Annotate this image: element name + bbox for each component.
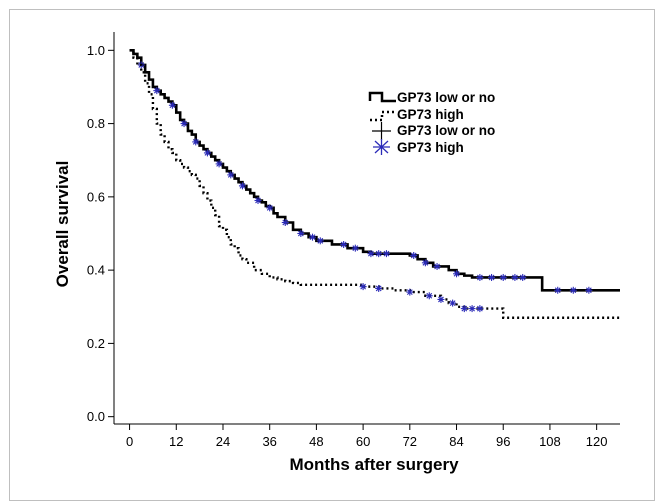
censor-mark	[227, 171, 235, 179]
censor-mark	[554, 286, 562, 294]
x-tick-label: 36	[262, 434, 276, 449]
censor-mark	[433, 262, 441, 270]
censor-mark	[569, 286, 577, 294]
y-tick-label: 0.6	[87, 189, 105, 204]
censor-mark	[297, 229, 305, 237]
x-tick-label: 60	[356, 434, 370, 449]
censor-mark	[453, 270, 461, 278]
chart-frame	[9, 9, 655, 501]
censor-mark	[375, 284, 383, 292]
axes: 0.0 0.2 0.4 0.6 0.8 1.0 0 12 24 36 48 60 72 84 96 108 1…	[87, 32, 620, 449]
y-tick-label: 0.2	[87, 336, 105, 351]
censor-mark	[153, 87, 161, 95]
legend-item-high-line: GP73 high	[370, 107, 464, 122]
censor-mark	[488, 273, 496, 281]
x-ticks: 0 12 24 36 48 60 72 84 96 108 120	[126, 424, 608, 449]
censor-mark	[585, 286, 593, 294]
legend-label: GP73 high	[397, 107, 464, 122]
censor-mark	[359, 283, 367, 291]
censor-mark	[476, 273, 484, 281]
x-tick-label: 120	[586, 434, 608, 449]
censor-mark	[425, 292, 433, 300]
censor-mark	[421, 259, 429, 267]
censor-mark	[203, 149, 211, 157]
x-axis-label: Months after surgery	[289, 455, 459, 474]
legend-item-low-line: GP73 low or no	[368, 90, 495, 105]
y-axis-label: Overall survival	[53, 161, 72, 288]
legend-star-symbol	[373, 139, 390, 155]
legend-dotted-step-symbol	[370, 110, 396, 122]
legend-item-low-censor: GP73 low or no	[372, 122, 495, 140]
censor-mark	[180, 120, 188, 128]
y-tick-label: 0.0	[87, 409, 105, 424]
legend: GP73 low or no GP73 high GP73 low or no …	[368, 90, 495, 155]
censor-mark	[309, 233, 317, 241]
y-tick-label: 0.4	[87, 263, 105, 278]
survival-curve-low	[129, 49, 620, 292]
legend-plus-symbol	[372, 122, 391, 140]
x-tick-label: 72	[403, 434, 417, 449]
y-tick-label: 0.8	[87, 116, 105, 131]
censor-mark	[340, 240, 348, 248]
y-ticks: 0.0 0.2 0.4 0.6 0.8 1.0	[87, 43, 114, 424]
censor-mark	[406, 288, 414, 296]
censor-mark	[367, 250, 375, 258]
censor-mark	[351, 244, 359, 252]
censor-mark	[460, 305, 468, 313]
censor-mark	[281, 219, 289, 227]
censor-mark	[410, 251, 418, 259]
legend-solid-step-symbol	[368, 91, 396, 103]
x-tick-label: 12	[169, 434, 183, 449]
censor-mark	[476, 305, 484, 313]
y-tick-label: 1.0	[87, 43, 105, 58]
x-tick-label: 24	[216, 434, 230, 449]
legend-label: GP73 low or no	[397, 90, 495, 105]
censor-mark	[499, 273, 507, 281]
censor-mark	[511, 273, 519, 281]
censor-mark	[375, 250, 383, 258]
curves	[129, 49, 620, 319]
censor-mark	[192, 138, 200, 146]
legend-label: GP73 high	[397, 140, 464, 155]
x-tick-label: 0	[126, 434, 133, 449]
censor-mark	[254, 197, 262, 205]
censor-mark	[238, 182, 246, 190]
x-tick-label: 96	[496, 434, 510, 449]
censor-mark	[519, 273, 527, 281]
x-tick-label: 48	[309, 434, 323, 449]
censor-mark	[449, 299, 457, 307]
censor-mark	[437, 295, 445, 303]
legend-item-high-censor: GP73 high	[373, 139, 464, 155]
x-tick-label: 108	[539, 434, 561, 449]
censor-mark	[266, 204, 274, 212]
censor-mark	[382, 250, 390, 258]
censor-mark	[468, 305, 476, 313]
censor-mark	[316, 237, 324, 245]
censor-mark	[168, 101, 176, 109]
survival-curve-high	[129, 49, 620, 319]
x-tick-label: 84	[449, 434, 463, 449]
censor-mark	[215, 160, 223, 168]
survival-chart: 0.0 0.2 0.4 0.6 0.8 1.0 0 12 24 36 48 60 72 84 96 108 1…	[53, 32, 620, 474]
legend-label: GP73 low or no	[397, 123, 495, 138]
